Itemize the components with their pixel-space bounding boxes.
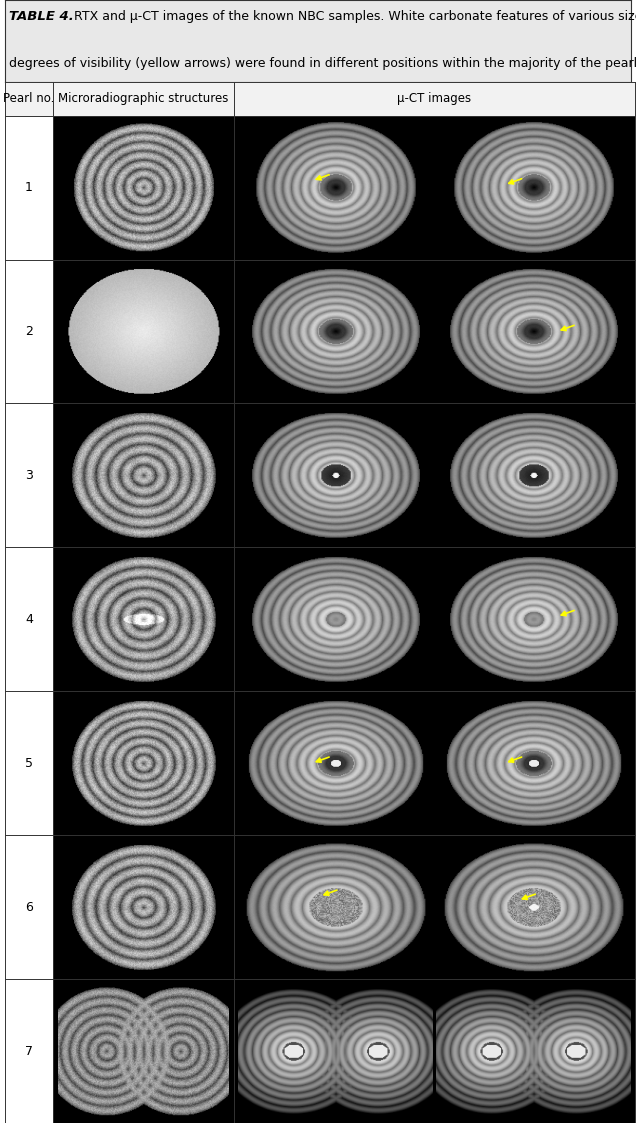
Text: Microradiographic structures: Microradiographic structures bbox=[59, 92, 228, 106]
Text: Pearl no.: Pearl no. bbox=[3, 92, 55, 106]
Text: RTX and μ-CT images of the known NBC samples. White carbonate features of variou: RTX and μ-CT images of the known NBC sam… bbox=[74, 10, 636, 22]
Text: 6: 6 bbox=[25, 901, 33, 914]
Text: 4: 4 bbox=[25, 613, 33, 626]
Text: 3: 3 bbox=[25, 469, 33, 482]
Text: 5: 5 bbox=[25, 757, 33, 769]
Text: μ-CT images: μ-CT images bbox=[398, 92, 471, 106]
Text: 7: 7 bbox=[25, 1044, 33, 1058]
Text: TABLE 4.: TABLE 4. bbox=[10, 10, 74, 22]
Text: 2: 2 bbox=[25, 325, 33, 338]
Text: degrees of visibility (yellow arrows) were found in different positions within t: degrees of visibility (yellow arrows) we… bbox=[10, 57, 636, 71]
Text: 1: 1 bbox=[25, 181, 33, 194]
